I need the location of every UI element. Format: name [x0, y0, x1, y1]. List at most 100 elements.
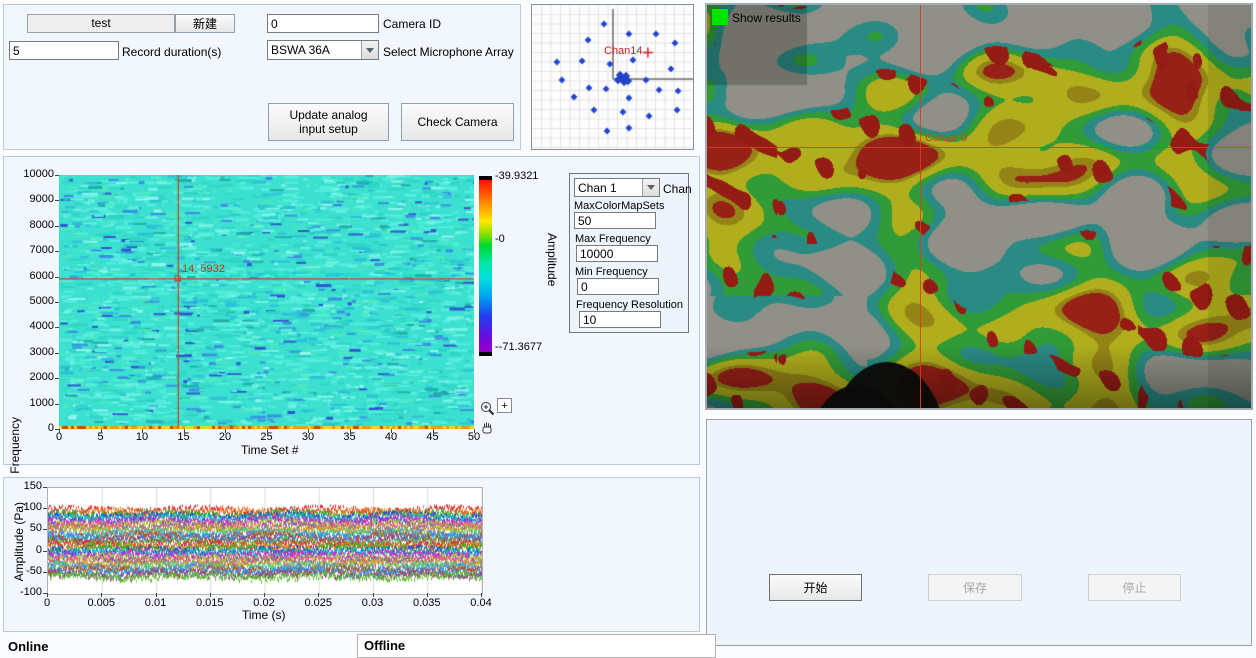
tab-offline-label: Offline	[364, 638, 405, 653]
max-frequency-input[interactable]	[576, 245, 658, 262]
tick-label: -50	[4, 565, 42, 577]
mic-cursor-label: Chan14	[604, 45, 643, 57]
tick-mark	[308, 429, 309, 433]
max-colormap-input[interactable]	[574, 212, 656, 229]
tick-mark	[55, 327, 59, 328]
spectrogram-cursor-label: 14, 5932	[182, 263, 225, 275]
channel-select[interactable]: Chan 1	[574, 178, 660, 197]
actions-panel: 开始 保存 停止	[706, 419, 1252, 646]
frequency-resolution-input[interactable]	[579, 311, 661, 328]
acoustic-camera-image[interactable]	[707, 5, 1251, 408]
mic-array-select[interactable]: BSWA 36A	[267, 40, 379, 60]
camera-id-label: Camera ID	[383, 17, 441, 31]
chevron-down-icon[interactable]	[361, 41, 378, 59]
tick-mark	[55, 226, 59, 227]
max-colormap-label: MaxColorMapSets	[574, 200, 664, 212]
tick-mark	[55, 175, 59, 176]
tab-online[interactable]: Online	[8, 639, 48, 654]
mic-array-select-value: BSWA 36A	[268, 41, 361, 59]
min-frequency-label: Min Frequency	[575, 266, 648, 278]
spectrogram-graph[interactable]	[59, 175, 474, 429]
tick-mark	[350, 429, 351, 433]
colorbar-title: Amplitude	[545, 233, 559, 286]
tick-label: 0.005	[81, 597, 121, 609]
tick-mark	[43, 487, 47, 488]
tick-label: 0.035	[407, 597, 447, 609]
camera-id-input[interactable]	[267, 14, 379, 33]
min-frequency-input[interactable]	[577, 278, 659, 295]
colorbar	[479, 176, 492, 356]
record-duration-input[interactable]	[9, 41, 119, 60]
tick-label: 150	[4, 480, 42, 492]
tick-label: 1000	[4, 397, 54, 409]
new-session-button[interactable]: 新建	[175, 14, 235, 33]
tick-mark	[210, 593, 211, 597]
tick-mark	[427, 593, 428, 597]
max-frequency-label: Max Frequency	[575, 233, 651, 245]
tick-label: 5000	[4, 295, 54, 307]
show-results-checkbox[interactable]	[712, 9, 728, 25]
setup-panel: test 新建 Record duration(s) Camera ID BSW…	[3, 4, 521, 150]
save-button[interactable]: 保存	[928, 574, 1022, 601]
start-button[interactable]: 开始	[769, 574, 862, 601]
tick-mark	[225, 429, 226, 433]
tick-mark	[264, 593, 265, 597]
tick-mark	[142, 429, 143, 433]
tick-label: 50	[4, 522, 42, 534]
check-camera-button[interactable]: Check Camera	[401, 103, 514, 141]
waveform-xlabel: Time (s)	[242, 608, 286, 622]
cursor-tool-icon[interactable]: +	[497, 398, 512, 413]
tick-label: 7000	[4, 244, 54, 256]
channel-select-value: Chan 1	[575, 179, 642, 196]
zoom-tool-icon[interactable]	[479, 400, 496, 422]
session-name-field[interactable]: test	[27, 14, 175, 33]
colorbar-min-label: --71.3677	[495, 341, 542, 353]
tick-label: 9000	[4, 193, 54, 205]
spectrogram-xlabel: Time Set #	[241, 443, 299, 457]
camera-cursor-vline[interactable]	[920, 5, 921, 408]
tick-mark	[474, 429, 475, 433]
camera-cursor-label: Cursor 0	[925, 132, 967, 144]
mic-array-plot-panel: Chan14	[531, 4, 694, 150]
record-duration-label: Record duration(s)	[122, 45, 221, 59]
colorbar-mid-label: -0	[495, 233, 505, 245]
tick-label: 8000	[4, 219, 54, 231]
spectro-controls-box: Chan 1 Chan MaxColorMapSets Max Frequenc…	[569, 173, 689, 333]
mic-array-plot[interactable]	[532, 5, 693, 149]
show-results-label: Show results	[732, 11, 801, 25]
tick-mark	[101, 429, 102, 433]
tick-mark	[184, 429, 185, 433]
tick-label: 0	[4, 544, 42, 556]
update-analog-input-button[interactable]: Update analog input setup	[268, 103, 389, 141]
tick-mark	[55, 251, 59, 252]
colorbar-max-label: -39.9321	[495, 170, 538, 182]
tick-label: 0.01	[136, 597, 176, 609]
tick-mark	[55, 302, 59, 303]
tick-label: 10000	[4, 168, 54, 180]
camera-cursor-hline[interactable]	[707, 147, 1251, 148]
tick-mark	[43, 551, 47, 552]
tick-label: 0	[27, 597, 67, 609]
tick-mark	[391, 429, 392, 433]
tick-mark	[47, 593, 48, 597]
tick-mark	[55, 404, 59, 405]
tick-mark	[318, 593, 319, 597]
tick-mark	[55, 353, 59, 354]
app-window: test 新建 Record duration(s) Camera ID BSW…	[0, 0, 1256, 658]
waveform-graph[interactable]	[47, 487, 483, 595]
tick-mark	[481, 593, 482, 597]
tick-mark	[55, 277, 59, 278]
tab-offline[interactable]: Offline	[357, 634, 716, 658]
tick-mark	[55, 200, 59, 201]
tick-mark	[43, 572, 47, 573]
chevron-down-icon[interactable]	[642, 179, 659, 196]
tick-label: 100	[4, 501, 42, 513]
camera-image-panel: Show results Cursor 0	[705, 3, 1253, 410]
stop-button[interactable]: 停止	[1088, 574, 1181, 601]
tick-label: 0.015	[190, 597, 230, 609]
tick-label: 0.02	[244, 597, 284, 609]
tick-mark	[267, 429, 268, 433]
tick-mark	[433, 429, 434, 433]
tick-mark	[101, 593, 102, 597]
tick-mark	[59, 429, 60, 433]
